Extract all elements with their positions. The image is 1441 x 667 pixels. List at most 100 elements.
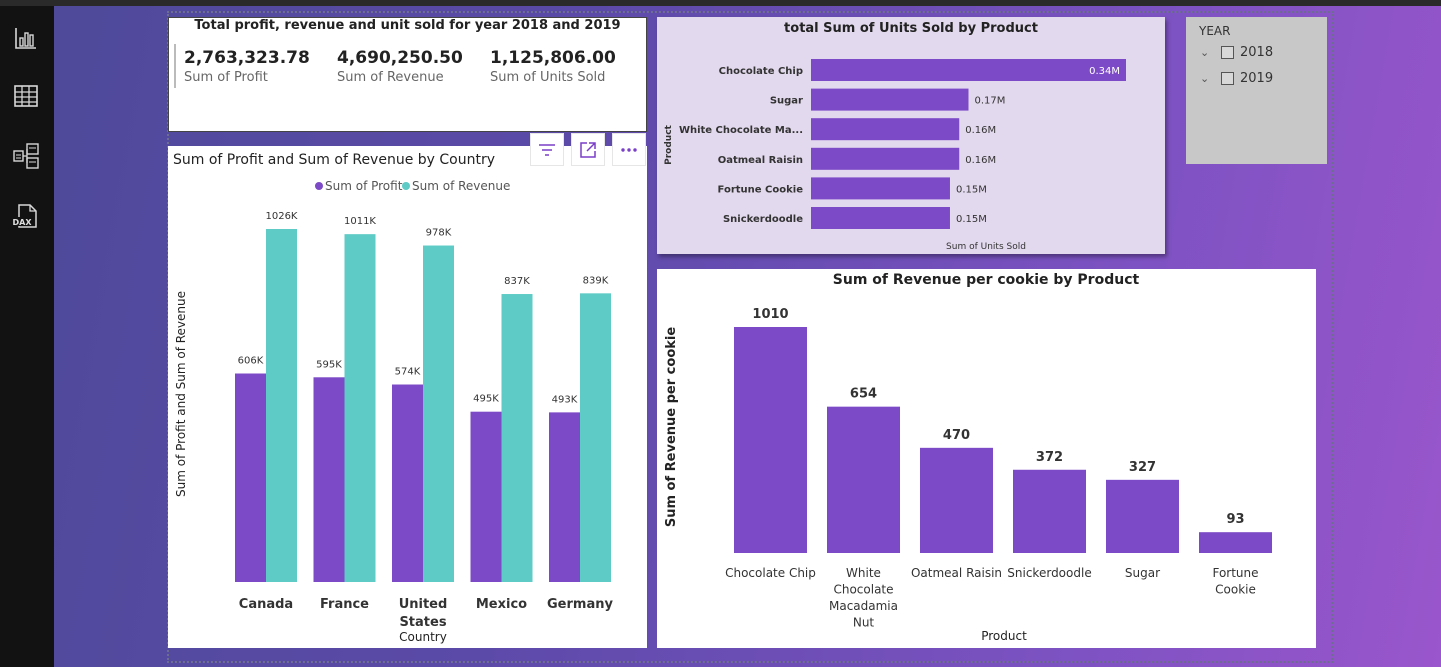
slicer-option-2018[interactable]: ⌄ 2018 [1200,45,1273,60]
bar-revenue[interactable] [580,293,611,582]
year-slicer: YEAR ⌄ 2018 ⌄ 2019 [1186,17,1327,164]
x-tick-label: France [320,597,369,612]
bar-profit[interactable] [235,373,266,582]
units-x-axis-label: Sum of Units Sold [946,242,1026,252]
chevron-down-icon[interactable]: ⌄ [1200,72,1210,85]
slicer-option-2019-label: 2019 [1240,71,1274,86]
x-tick-label: White [846,566,881,580]
data-label: 495K [473,394,499,405]
rev-chart-title: Sum of Revenue per cookie by Product [833,272,1140,288]
bar-revenue[interactable] [501,294,533,582]
bar-profit[interactable] [392,384,423,582]
units-y-axis-label: Product [664,124,674,164]
kpi-units-value: 1,125,806.00 [490,48,616,68]
checkbox-2018[interactable] [1221,46,1234,59]
kpi-revenue: 4,690,250.50 Sum of Revenue [337,48,463,85]
checkbox-2019[interactable] [1221,72,1234,85]
data-label: 327 [1129,460,1156,475]
units-chart-card[interactable]: total Sum of Units Sold by Product Produ… [657,17,1165,254]
data-label-bg [548,391,581,407]
x-tick-label: Nut [853,616,875,630]
bar-revenue-per-cookie[interactable] [1106,479,1179,553]
bar-units[interactable] [811,59,1126,81]
filter-button[interactable] [530,133,564,166]
bar-profit[interactable] [313,377,345,582]
x-tick-label: States [399,615,446,630]
legend-profit-marker [315,182,323,190]
more-options-icon [621,147,637,152]
x-tick-label: Chocolate Chip [725,566,816,580]
data-label: 837K [504,276,530,287]
data-label-bg [391,363,424,379]
y-tick-label: Fortune Cookie [718,184,804,195]
kpi-units: 1,125,806.00 Sum of Units Sold [490,48,616,85]
bar-revenue[interactable] [266,229,297,582]
kpi-card-title: Total profit, revenue and unit sold for … [194,18,621,33]
bar-revenue-per-cookie[interactable] [734,327,807,553]
data-label: 93 [1226,512,1244,527]
x-tick-label: Sugar [1125,566,1160,580]
data-label: 574K [395,367,421,378]
x-tick-label: Cookie [1215,583,1256,597]
bar-units[interactable] [811,207,950,229]
window-top-strip [0,0,1441,6]
data-label-bg [340,213,380,229]
data-label-bg [579,272,612,288]
chevron-down-icon[interactable]: ⌄ [1200,46,1210,59]
y-tick-label: Sugar [770,96,803,107]
x-tick-label: Oatmeal Raisin [911,566,1002,580]
data-label: 372 [1036,450,1063,465]
x-tick-label: Canada [239,597,293,612]
bar-revenue-per-cookie[interactable] [1013,469,1086,553]
focus-mode-button[interactable] [571,133,605,166]
bar-revenue-per-cookie[interactable] [1199,532,1272,553]
more-options-button[interactable] [612,133,646,166]
country-y-axis-label: Sum of Profit and Sum of Revenue [174,291,188,497]
legend-revenue-label: Sum of Revenue [412,179,510,193]
revenue-per-cookie-card[interactable]: Sum of Revenue per cookie by Product Sum… [657,269,1316,648]
kpi-profit-value: 2,763,323.78 [184,48,310,68]
kpi-profit-label: Sum of Profit [184,70,268,85]
data-label: 978K [426,228,452,239]
data-label-bg [422,224,455,240]
bar-revenue-per-cookie[interactable] [827,406,900,553]
bar-units[interactable] [811,147,960,170]
bar-revenue[interactable] [344,234,376,582]
bar-units[interactable] [811,88,969,111]
kpi-revenue-label: Sum of Revenue [337,70,444,85]
country-x-axis-label: Country [399,630,447,644]
kpi-separator [174,44,176,88]
data-label: 1011K [344,216,376,227]
y-tick-label: Snickerdoodle [723,214,803,225]
bar-units[interactable] [811,177,950,200]
view-sidebar: DAX [0,6,54,667]
legend-revenue-marker [402,182,410,190]
country-chart-card[interactable]: Sum of Profit and Sum of Revenue by Coun… [168,146,647,648]
bar-profit[interactable] [549,412,580,582]
kpi-revenue-value: 4,690,250.50 [337,48,463,68]
y-tick-label: White Chocolate Ma... [679,125,803,136]
legend-profit-label: Sum of Profit [325,179,403,193]
data-label: 1010 [752,307,788,322]
bar-revenue-per-cookie[interactable] [920,447,993,553]
rev-y-axis-label: Sum of Revenue per cookie [664,327,679,528]
data-label: 0.17M [975,96,1006,107]
x-tick-label: Chocolate [833,583,893,597]
kpi-card[interactable]: Total profit, revenue and unit sold for … [168,17,647,132]
data-label: 0.15M [956,214,987,225]
data-label-bg [234,352,267,368]
units-chart: total Sum of Units Sold by Product Produ… [664,21,1126,252]
slicer-option-2019[interactable]: ⌄ 2019 [1200,71,1273,86]
bar-profit[interactable] [470,411,502,582]
dax-query-icon[interactable]: DAX [12,202,40,230]
bar-units[interactable] [811,118,960,141]
country-chart-title: Sum of Profit and Sum of Revenue by Coun… [173,152,495,168]
x-tick-label: Snickerdoodle [1007,566,1091,580]
data-label: 839K [583,275,609,286]
report-view-icon[interactable] [12,24,40,52]
model-view-icon[interactable] [12,142,40,170]
table-view-icon[interactable] [12,82,40,110]
x-tick-label: Macadamia [829,599,898,613]
bar-revenue[interactable] [423,245,454,582]
data-label: 0.16M [965,155,996,166]
